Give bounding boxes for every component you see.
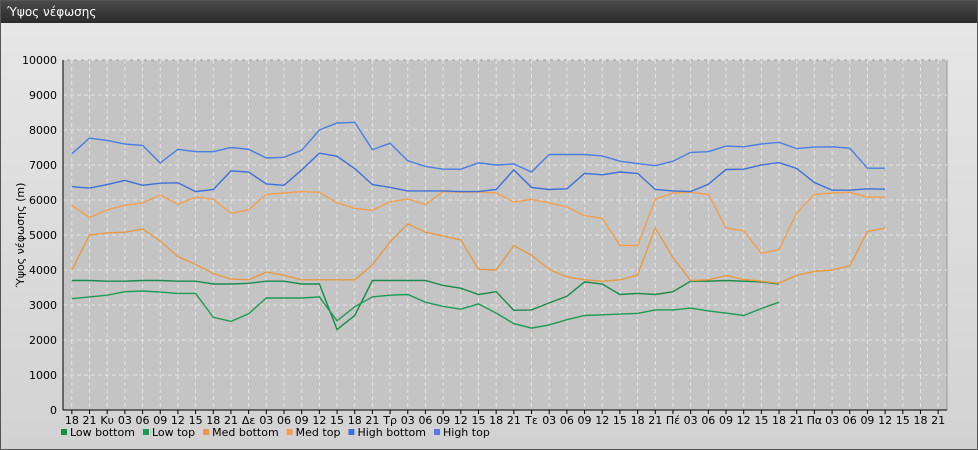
x-tick-label: 06 bbox=[418, 414, 432, 427]
series-lines bbox=[71, 121, 886, 331]
x-tick-label: Τε bbox=[524, 414, 538, 427]
legend-swatch bbox=[203, 429, 210, 435]
x-tick-label: 09 bbox=[860, 414, 874, 427]
legend-label: Low top bbox=[152, 426, 195, 439]
y-tick-label: 4000 bbox=[29, 264, 57, 277]
y-tick-label: 9000 bbox=[29, 89, 57, 102]
x-tick-label: 09 bbox=[153, 414, 167, 427]
x-tick-label: 18 bbox=[772, 414, 786, 427]
x-tick-label: 12 bbox=[171, 414, 185, 427]
y-axis-label: Ύψος νέφωσης (m) bbox=[14, 183, 27, 289]
y-tick-label: 0 bbox=[50, 404, 57, 417]
x-tick-label: 21 bbox=[83, 414, 97, 427]
window-title: Ύψος νέφωσης bbox=[1, 1, 977, 23]
x-tick-label: 21 bbox=[507, 414, 521, 427]
x-tick-label: 12 bbox=[454, 414, 468, 427]
x-tick-label: 18 bbox=[206, 414, 220, 427]
x-tick-label: 03 bbox=[684, 414, 698, 427]
x-tick-label: 21 bbox=[790, 414, 804, 427]
legend-label: Low bottom bbox=[70, 426, 135, 439]
x-tick-label: 09 bbox=[578, 414, 592, 427]
x-tick-label: 15 bbox=[471, 414, 485, 427]
x-tick-label: 21 bbox=[931, 414, 945, 427]
x-tick-label: Πα bbox=[807, 414, 823, 427]
x-tick-label: 21 bbox=[224, 414, 238, 427]
x-tick-label: 06 bbox=[843, 414, 857, 427]
x-tick-label: Κυ bbox=[100, 414, 114, 427]
legend-label: High top bbox=[443, 426, 490, 439]
y-tick-label: 2000 bbox=[29, 334, 57, 347]
x-tick-label: 03 bbox=[118, 414, 132, 427]
x-tick-label: 03 bbox=[825, 414, 839, 427]
y-axis-ticks: 0 1000 2000 3000 4000 5000 6000 7000 8000 9000 100… bbox=[22, 54, 64, 417]
series-line-med-bottom bbox=[71, 222, 886, 285]
y-tick-label: 6000 bbox=[29, 194, 57, 207]
x-tick-label: 03 bbox=[259, 414, 273, 427]
legend-swatch bbox=[348, 429, 355, 435]
x-tick-label: 15 bbox=[330, 414, 344, 427]
legend-swatch bbox=[61, 429, 67, 435]
x-tick-label: 06 bbox=[560, 414, 574, 427]
x-tick-label: 15 bbox=[613, 414, 627, 427]
x-tick-label: 03 bbox=[542, 414, 556, 427]
y-tick-label: 1000 bbox=[29, 369, 57, 382]
legend-label: Med bottom bbox=[212, 426, 279, 439]
series-line-high-top bbox=[71, 121, 886, 173]
x-axis-ticks: 18 21 Κυ 03 06 09 12 15 18 21 Δε 03 06 09 12 15 18 21 Τρ 03… bbox=[63, 409, 947, 427]
legend-swatch bbox=[434, 429, 440, 435]
y-tick-label: 3000 bbox=[29, 299, 57, 312]
x-tick-label: 09 bbox=[719, 414, 733, 427]
x-tick-label: 15 bbox=[189, 414, 203, 427]
x-tick-label: 12 bbox=[737, 414, 751, 427]
x-tick-label: 18 bbox=[913, 414, 927, 427]
x-tick-label: Τρ bbox=[382, 414, 397, 427]
x-tick-label: 15 bbox=[754, 414, 768, 427]
x-tick-label: 21 bbox=[365, 414, 379, 427]
y-tick-label: 8000 bbox=[29, 124, 57, 137]
x-tick-label: 06 bbox=[277, 414, 291, 427]
legend: Low bottom Low top Med bottom Med top High b… bbox=[61, 426, 490, 439]
x-tick-label: 18 bbox=[348, 414, 362, 427]
legend-label: Med top bbox=[296, 426, 341, 439]
y-tick-label: 5000 bbox=[29, 229, 57, 242]
x-tick-label: 21 bbox=[648, 414, 662, 427]
series-line-high-bottom bbox=[71, 152, 886, 193]
x-tick-label: 18 bbox=[65, 414, 79, 427]
x-tick-label: Δε bbox=[242, 414, 256, 427]
y-tick-label: 10000 bbox=[22, 54, 57, 67]
y-tick-label: 7000 bbox=[29, 159, 57, 172]
x-tick-label: 06 bbox=[136, 414, 150, 427]
x-tick-label: 12 bbox=[312, 414, 326, 427]
x-tick-label: 09 bbox=[295, 414, 309, 427]
x-tick-label: 09 bbox=[436, 414, 450, 427]
x-tick-label: 03 bbox=[401, 414, 415, 427]
x-tick-label: 12 bbox=[878, 414, 892, 427]
x-tick-label: 18 bbox=[489, 414, 503, 427]
x-tick-label: 18 bbox=[631, 414, 645, 427]
x-tick-label: Πέ bbox=[666, 414, 680, 427]
legend-swatch bbox=[286, 429, 293, 435]
series-line-low-top bbox=[71, 290, 780, 329]
legend-swatch bbox=[142, 429, 149, 435]
legend-label: High bottom bbox=[357, 426, 426, 439]
x-tick-label: 12 bbox=[595, 414, 609, 427]
x-tick-label: 15 bbox=[896, 414, 910, 427]
series-line-low-bottom bbox=[71, 279, 780, 331]
x-tick-label: 06 bbox=[701, 414, 715, 427]
